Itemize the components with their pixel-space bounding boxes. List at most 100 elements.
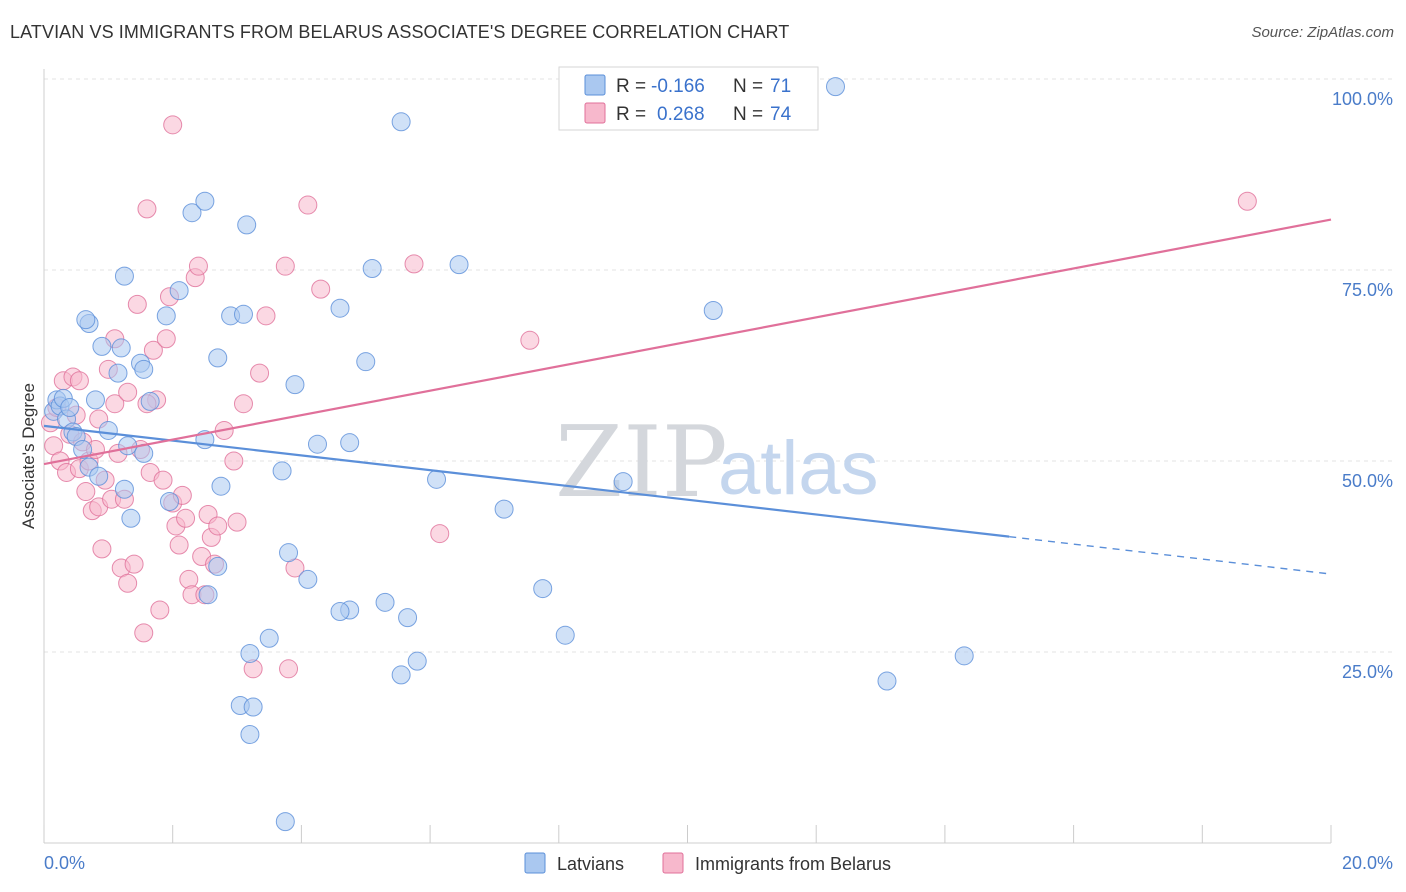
chart-title: LATVIAN VS IMMIGRANTS FROM BELARUS ASSOC… (10, 22, 790, 42)
data-point (118, 382, 138, 402)
trend-lines (43, 218, 1332, 575)
data-point (127, 294, 147, 314)
data-point (134, 359, 154, 379)
data-point (240, 644, 260, 664)
data-point (275, 812, 295, 832)
data-point (169, 535, 189, 555)
data-point (826, 77, 846, 97)
data-point (272, 461, 292, 481)
watermark-atlas: atlas (718, 426, 879, 511)
data-point (307, 434, 327, 454)
stats-r-label-latvians: R = (616, 76, 646, 97)
data-point (114, 266, 134, 286)
data-point (237, 215, 257, 235)
data-point (375, 592, 395, 612)
data-point (427, 469, 447, 489)
data-point (108, 363, 128, 383)
data-point (176, 508, 196, 528)
stats-n-label-latvians: N = (733, 76, 763, 97)
stats-r-label-belarus: R = (616, 104, 646, 125)
stats-legend-box: R = -0.166 N = 71 R = 0.268 N = 74 (558, 66, 819, 131)
data-point (398, 608, 418, 628)
data-point (188, 256, 208, 276)
stats-swatch-latvians (584, 74, 606, 96)
data-point (143, 340, 163, 360)
data-point (114, 479, 134, 499)
data-point (256, 306, 276, 326)
data-point (208, 516, 228, 536)
data-point (362, 258, 382, 278)
data-point (356, 352, 376, 372)
data-point (85, 390, 105, 410)
data-point (259, 628, 279, 648)
data-point (555, 625, 575, 645)
legend-label-latvians[interactable]: Latvians (557, 854, 624, 874)
data-point (73, 440, 93, 460)
y-tick-label: 25.0% (1342, 662, 1393, 682)
data-point (520, 330, 540, 350)
source-credit: Source: ZipAtlas.com (1251, 24, 1394, 41)
data-point (391, 665, 411, 685)
gridlines (44, 78, 1392, 653)
data-point (124, 554, 144, 574)
data-point (69, 371, 89, 391)
data-point (121, 508, 141, 528)
y-tick-label: 100.0% (1332, 89, 1393, 109)
data-point (227, 512, 247, 532)
data-point (118, 573, 138, 593)
data-point (76, 482, 96, 502)
data-point (98, 420, 118, 440)
data-point (118, 436, 138, 456)
stats-r-value-latvians: -0.166 (651, 76, 705, 97)
data-point (233, 304, 253, 324)
data-point (211, 476, 231, 496)
stats-n-value-belarus: 74 (770, 104, 792, 125)
data-point (330, 602, 350, 622)
data-point (311, 279, 331, 299)
data-point (330, 298, 350, 318)
data-point (243, 697, 263, 717)
data-point (150, 600, 170, 620)
data-point (240, 725, 260, 745)
data-point (407, 651, 427, 671)
data-point (159, 491, 179, 511)
legend-swatch-belarus[interactable] (662, 852, 684, 874)
data-point (111, 338, 131, 358)
stats-r-value-belarus: 0.268 (657, 104, 705, 125)
x-ticks (43, 825, 1332, 843)
data-point (134, 623, 154, 643)
series-latvians (44, 77, 974, 832)
data-point (298, 569, 318, 589)
data-point (156, 306, 176, 326)
data-point (163, 115, 183, 135)
data-point (279, 543, 299, 563)
data-point (105, 394, 125, 414)
data-point (613, 472, 633, 492)
y-tick-label: 75.0% (1342, 280, 1393, 300)
data-point (156, 329, 176, 349)
data-point (208, 348, 228, 368)
data-point (137, 199, 157, 219)
data-point (224, 451, 244, 471)
data-point (494, 499, 514, 519)
data-point (954, 646, 974, 666)
stats-swatch-belarus (584, 102, 606, 124)
legend-label-belarus[interactable]: Immigrants from Belarus (695, 854, 891, 874)
x-tick-label-max: 20.0% (1342, 853, 1393, 873)
data-point (298, 195, 318, 215)
trend-line (43, 218, 1332, 466)
data-point (285, 375, 305, 395)
data-point (250, 363, 270, 383)
legend-swatch-latvians[interactable] (524, 852, 546, 874)
data-point (449, 255, 469, 275)
data-point (340, 433, 360, 453)
data-point (76, 310, 96, 330)
data-point (89, 466, 109, 486)
data-point (877, 671, 897, 691)
data-point (92, 336, 112, 356)
data-point (198, 585, 218, 605)
x-tick-label-min: 0.0% (44, 853, 85, 873)
data-point (275, 256, 295, 276)
stats-n-value-latvians: 71 (770, 76, 791, 97)
